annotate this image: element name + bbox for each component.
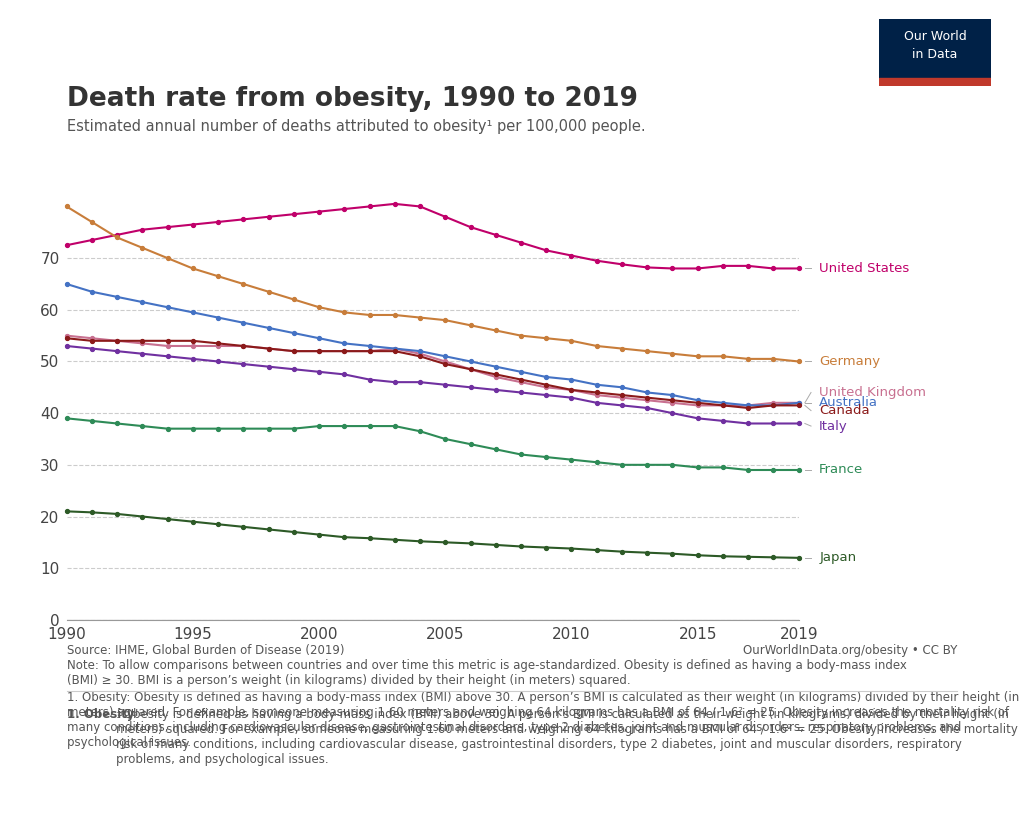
Text: France: France	[819, 464, 863, 476]
Text: Estimated annual number of deaths attributed to obesity¹ per 100,000 people.: Estimated annual number of deaths attrib…	[67, 119, 645, 134]
Text: Canada: Canada	[819, 404, 869, 417]
Text: Our World
in Data: Our World in Data	[903, 30, 967, 62]
Text: Australia: Australia	[819, 397, 879, 410]
Text: Germany: Germany	[819, 355, 881, 368]
Text: Source: IHME, Global Burden of Disease (2019): Source: IHME, Global Burden of Disease (…	[67, 644, 344, 658]
Text: 1. Obesity: 1. Obesity	[67, 708, 134, 721]
Text: 1. Obesity: Obesity is defined as having a body-mass index (BMI) above 30. A per: 1. Obesity: Obesity is defined as having…	[67, 691, 1019, 750]
Text: Italy: Italy	[819, 420, 848, 433]
Text: : Obesity is defined as having a body-mass index (BMI) above 30. A person’s BMI : : Obesity is defined as having a body-ma…	[116, 708, 1018, 766]
Text: United States: United States	[819, 262, 909, 275]
Text: Note: To allow comparisons between countries and over time this metric is age-st: Note: To allow comparisons between count…	[67, 659, 906, 672]
Bar	[879, 78, 991, 86]
Text: OurWorldInData.org/obesity • CC BY: OurWorldInData.org/obesity • CC BY	[743, 644, 957, 658]
Text: Japan: Japan	[819, 552, 856, 564]
Text: United Kingdom: United Kingdom	[819, 386, 926, 399]
Text: (BMI) ≥ 30. BMI is a person’s weight (in kilograms) divided by their height (in : (BMI) ≥ 30. BMI is a person’s weight (in…	[67, 674, 630, 687]
Text: Death rate from obesity, 1990 to 2019: Death rate from obesity, 1990 to 2019	[67, 86, 638, 112]
